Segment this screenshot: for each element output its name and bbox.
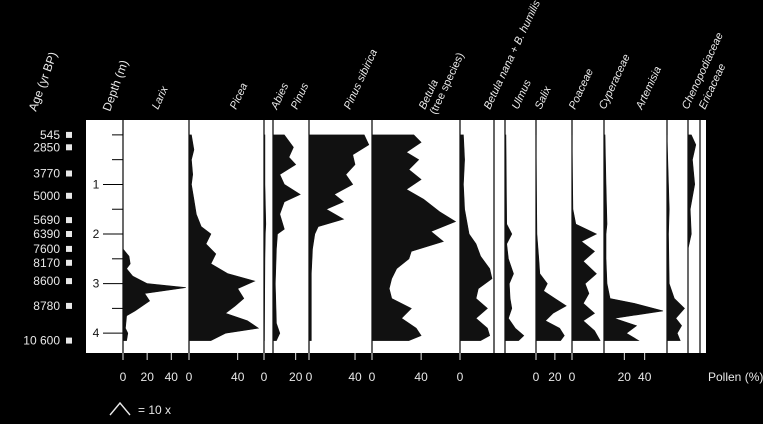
profile-betula-tree-species xyxy=(371,134,457,341)
age-marker xyxy=(66,278,72,285)
profile-larix xyxy=(122,134,186,341)
profile-pinus xyxy=(272,134,301,341)
column-salix xyxy=(504,120,525,353)
column-betula-nana-b-humilis xyxy=(459,120,493,353)
age-marker xyxy=(66,302,72,309)
column-cyperaceae xyxy=(571,120,601,353)
x-tick-larix-20: 20 xyxy=(141,370,155,384)
age-marker xyxy=(66,144,72,151)
x-tick-artemisia-20: 20 xyxy=(618,370,632,384)
age-label-8170: 8170 xyxy=(33,256,60,270)
x-tick-betula-tree-species-40: 40 xyxy=(414,370,428,384)
profile-salix xyxy=(504,134,525,341)
age-marker xyxy=(66,231,72,237)
exaggeration-note: = 10 x xyxy=(138,403,171,417)
column-larix xyxy=(122,120,186,353)
profile-ericaceae xyxy=(687,134,697,341)
column-poaceae xyxy=(535,120,567,353)
exaggeration-legend: = 10 x xyxy=(109,401,171,417)
exaggeration-symbol xyxy=(109,401,131,416)
x-tick-betula-nana-b-humilis-0: 0 xyxy=(457,370,464,384)
x-tick-poaceae-0: 0 xyxy=(533,370,540,384)
age-marker xyxy=(66,217,72,224)
column-betula-tree-species xyxy=(371,120,457,353)
profile-artemisia xyxy=(603,134,664,341)
column-chenopodiaceae xyxy=(666,120,685,353)
age-label-7600: 7600 xyxy=(33,242,60,256)
profile-abies xyxy=(263,134,267,341)
depth-tick-3: 3 xyxy=(93,277,100,291)
x-tick-picea-40: 40 xyxy=(231,370,245,384)
profile-betula-nana-b-humilis xyxy=(459,134,493,341)
age-label-8780: 8780 xyxy=(33,299,60,313)
column-pinus xyxy=(272,120,301,353)
x-tick-pinus-sibirica-0: 0 xyxy=(306,370,313,384)
x-tick-pinus-20: 20 xyxy=(289,370,303,384)
x-tick-larix-0: 0 xyxy=(120,370,127,384)
age-label-5690: 5690 xyxy=(33,213,60,227)
profile-poaceae xyxy=(535,134,567,341)
age-label-5000: 5000 xyxy=(33,189,60,203)
age-marker xyxy=(66,192,72,199)
age-marker xyxy=(66,131,72,138)
age-label-545: 545 xyxy=(40,128,60,142)
age-marker xyxy=(66,245,72,252)
age-label-3770: 3770 xyxy=(33,167,60,181)
x-tick-artemisia-40: 40 xyxy=(638,370,652,384)
profile-chenopodiaceae xyxy=(666,134,685,341)
profile-pinus-sibirica xyxy=(308,134,370,341)
x-tick-cyperaceae-0: 0 xyxy=(569,370,576,384)
age-marker xyxy=(66,170,72,177)
column-artemisia xyxy=(603,120,664,353)
column-picea xyxy=(188,120,260,353)
pollen-tick-labels: 0 20 40 0 40 0 20 0 40 0 40 0 0 20 0 20 40 xyxy=(120,353,652,384)
x-tick-abies-0: 0 xyxy=(261,370,268,384)
profile-cyperaceae xyxy=(571,134,601,341)
profile-picea xyxy=(188,134,260,341)
x-tick-picea-0: 0 xyxy=(186,370,193,384)
column-abies xyxy=(263,120,267,353)
x-tick-betula-tree-species-0: 0 xyxy=(369,370,376,384)
age-label-6390: 6390 xyxy=(33,227,60,241)
x-tick-larix-40: 40 xyxy=(165,370,179,384)
column-ericaceae xyxy=(687,120,697,353)
depth-tick-1: 1 xyxy=(93,177,100,191)
pollen-axis-title: Pollen (%) xyxy=(708,370,763,384)
age-label-10-600: 10 600 xyxy=(23,334,60,348)
age-label-8600: 8600 xyxy=(33,274,60,288)
depth-axis: 1 2 3 4 xyxy=(93,134,123,340)
age-marker xyxy=(66,259,72,266)
age-label-2850: 2850 xyxy=(33,140,60,154)
x-tick-poaceae-20: 20 xyxy=(548,370,562,384)
depth-tick-2: 2 xyxy=(93,227,100,241)
x-tick-pinus-sibirica-40: 40 xyxy=(348,370,362,384)
taxa-columns xyxy=(122,120,701,353)
column-pinus-sibirica xyxy=(308,120,370,353)
depth-tick-4: 4 xyxy=(93,326,100,340)
age-marker xyxy=(66,337,72,344)
